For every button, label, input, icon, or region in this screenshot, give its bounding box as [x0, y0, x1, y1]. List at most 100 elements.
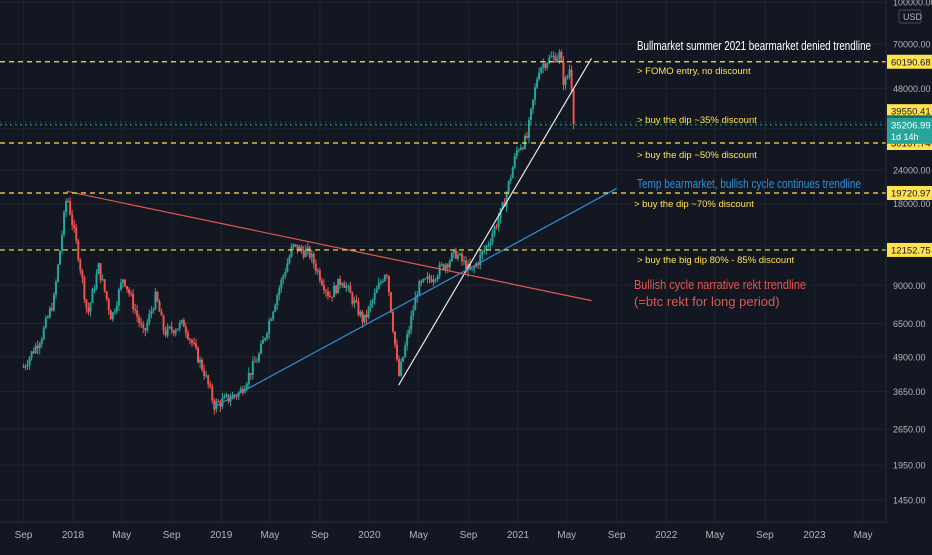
candle-body: [371, 300, 374, 304]
candle-body: [34, 345, 37, 353]
candle-body: [568, 69, 571, 76]
candle-body: [458, 253, 461, 256]
level-label: 39550.41: [891, 107, 931, 118]
y-tick-label: 3650.00: [893, 387, 926, 397]
candle-body: [300, 246, 303, 251]
annotation-4: Temp bearmarket, bullish cycle continues…: [637, 176, 861, 191]
candle-body: [105, 291, 108, 300]
candle-body: [351, 293, 354, 304]
annotation-7: Bullish cycle narrative rekt trendline: [634, 277, 806, 292]
y-tick-label: 1450.00: [893, 496, 926, 506]
candle-body: [83, 277, 86, 300]
candle-body: [450, 253, 453, 262]
candle-body: [469, 263, 472, 270]
currency-badge: [898, 9, 922, 24]
candle-body: [375, 289, 378, 294]
candle-body: [438, 264, 441, 276]
candle-body: [259, 343, 262, 354]
x-tick-label: 2021: [507, 530, 530, 541]
candle-body: [347, 285, 350, 287]
candle-body: [349, 285, 352, 294]
candle-body: [322, 284, 325, 291]
candle-body: [532, 99, 535, 109]
x-tick-label: 2019: [210, 530, 233, 541]
candle-body: [123, 279, 126, 287]
candle-body: [422, 278, 425, 282]
candle-body: [207, 375, 210, 385]
candle-body: [115, 305, 118, 312]
candle-body: [493, 226, 496, 235]
candle-body: [554, 55, 557, 63]
candles: [22, 49, 575, 415]
candle-body: [266, 333, 269, 339]
candle-body: [272, 311, 275, 320]
candle-body: [40, 339, 43, 345]
candle-body: [538, 72, 541, 80]
candle-body: [304, 249, 307, 257]
trendline-0: [398, 57, 593, 386]
candle-body: [365, 314, 368, 318]
candle-body: [121, 279, 124, 283]
candle-body: [262, 339, 265, 344]
candle-body: [517, 149, 520, 151]
candle-body: [452, 249, 455, 254]
candle-body: [497, 218, 500, 227]
annotation-3: > buy the dip ~50% discount: [637, 150, 757, 161]
annotations: Bullmarket summer 2021 bearmarket denied…: [634, 38, 871, 309]
candle-body: [128, 289, 131, 294]
candle-body: [424, 278, 427, 280]
candle-body: [444, 264, 447, 270]
candle-body: [235, 395, 238, 397]
candle-body: [146, 322, 149, 331]
candle-body: [523, 135, 526, 149]
candle-body: [237, 392, 240, 397]
candle-body: [536, 79, 539, 88]
candle-body: [465, 260, 468, 272]
candle-body: [308, 247, 311, 258]
candle-body: [560, 51, 563, 62]
candle-body: [30, 351, 33, 358]
candle-body: [408, 329, 411, 335]
candle-body: [97, 263, 100, 275]
candle-body: [416, 294, 419, 297]
candle-body: [367, 307, 370, 318]
level-label-bg: [887, 186, 932, 201]
candle-body: [335, 285, 338, 294]
candle-body: [298, 246, 301, 252]
candle-body: [391, 312, 394, 332]
candle-body: [247, 372, 250, 384]
candle-body: [420, 281, 423, 283]
level-label: 19720.97: [891, 189, 931, 200]
candle-body: [61, 234, 64, 251]
level-label-bg: [887, 54, 932, 69]
candle-body: [117, 289, 120, 306]
candle-body: [548, 57, 551, 63]
candle-body: [197, 347, 200, 363]
level-label-bg: [887, 104, 932, 119]
candle-body: [428, 276, 431, 280]
y-tick-label: 24000.00: [893, 165, 931, 175]
trendlines[interactable]: [66, 57, 617, 408]
candle-body: [56, 264, 59, 282]
candle-body: [558, 51, 561, 59]
y-tick-label: 4900.00: [893, 352, 926, 362]
y-tick-label: 70000.00: [893, 40, 931, 50]
candle-body: [71, 214, 74, 225]
candle-body: [534, 87, 537, 100]
candle-body: [38, 344, 41, 349]
candle-body: [73, 224, 76, 228]
candle-body: [426, 276, 429, 279]
x-tick-label: Sep: [460, 530, 478, 541]
candle-body: [93, 288, 96, 290]
x-tick-label: 2018: [62, 530, 85, 541]
candle-body: [284, 272, 287, 276]
candle-body: [229, 399, 232, 402]
candle-body: [369, 303, 372, 308]
candle-body: [186, 332, 189, 339]
candle-body: [195, 343, 198, 348]
annotation-0: Bullmarket summer 2021 bearmarket denied…: [637, 38, 871, 53]
trendline-2: [66, 190, 592, 302]
x-tick-label: 2023: [803, 530, 826, 541]
